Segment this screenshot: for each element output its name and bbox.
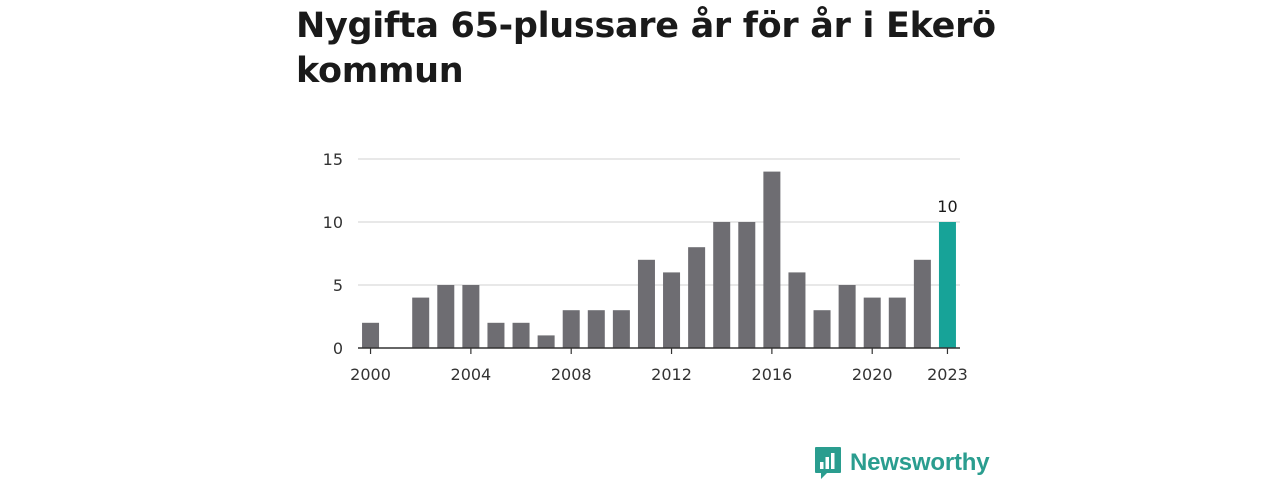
bar-2012 [663,272,681,348]
bar-2010 [612,310,630,348]
x-tick-label-2016: 2016 [752,365,793,384]
bar-2004 [462,285,480,348]
y-tick-label-0: 0 [333,339,343,358]
y-tick-label-15: 15 [323,150,343,169]
y-tick-label-10: 10 [323,213,343,232]
bar-2023 [938,222,956,348]
bar-2003 [437,285,455,348]
x-tick-label-2008: 2008 [551,365,592,384]
bar-2022 [913,259,931,348]
x-tick-label-2020: 2020 [852,365,893,384]
bar-2016 [763,171,781,348]
bar-2000 [362,322,380,348]
bar-2011 [637,259,655,348]
bar-2021 [888,297,906,348]
bar-2020 [863,297,881,348]
x-tick-label-2000: 2000 [350,365,391,384]
bar-2014 [713,222,731,348]
x-tick-label-2004: 2004 [451,365,492,384]
data-label-2023: 10 [937,197,957,216]
bar-2017 [788,272,806,348]
bar-chart: 0 5 10 15 10 2000 2004 2008 2012 2016 2020 2023 [323,150,968,384]
newsworthy-logo: Newsworthy [814,446,990,480]
bar-2005 [487,322,505,348]
x-tick-label-2012: 2012 [651,365,692,384]
y-tick-label-5: 5 [333,276,343,295]
x-tick-label-2023: 2023 [927,365,968,384]
bar-2002 [412,297,430,348]
bar-2015 [738,222,756,348]
newsworthy-logo-text: Newsworthy [850,449,990,476]
chart-title: Nygifta 65-plussare år för år i Ekerö ko… [296,6,996,91]
bar-2019 [838,285,856,348]
bar-2008 [562,310,580,348]
bar-2006 [512,322,530,348]
newsworthy-logo-icon [815,447,841,479]
bar-2007 [537,335,555,348]
bar-2009 [587,310,605,348]
bar-2018 [813,310,831,348]
bar-2013 [688,247,706,348]
